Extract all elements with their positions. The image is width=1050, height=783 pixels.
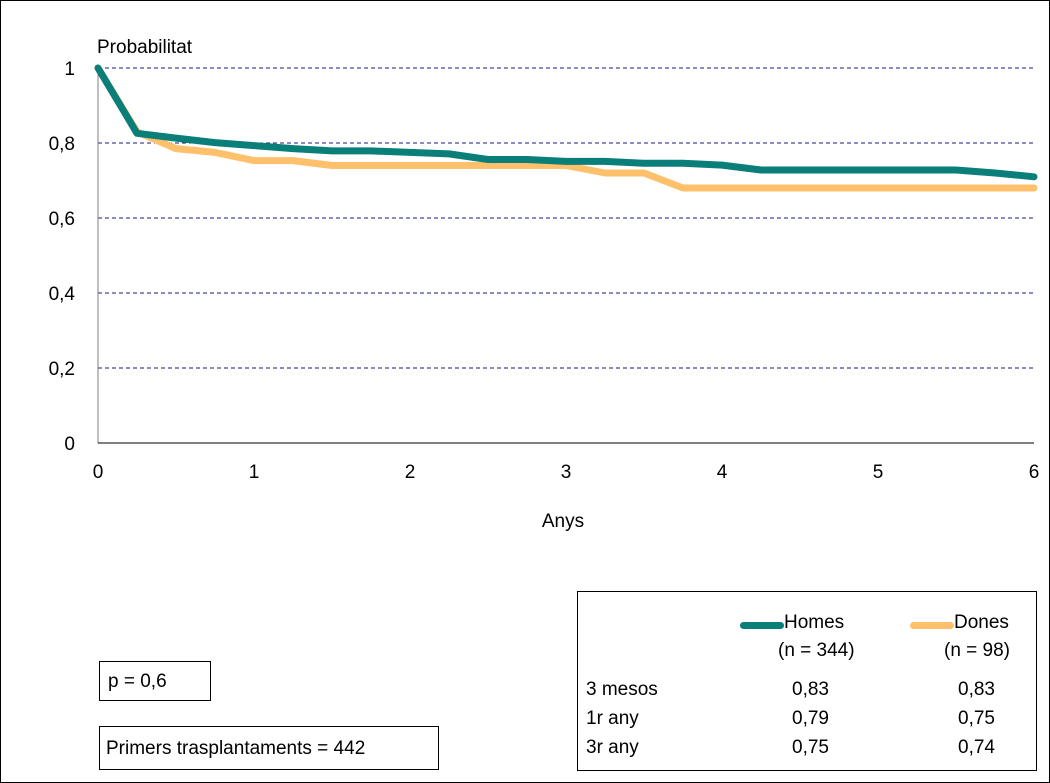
primers-trasplantaments-box: Primers trasplantaments = 442 xyxy=(99,726,439,770)
series-layer xyxy=(94,64,1038,192)
y-tick-label: 0,8 xyxy=(49,134,75,155)
tick-labels: 0 0,2 0,4 0,6 0,8 1 0 1 2 3 4 5 6 xyxy=(49,59,1040,483)
dones-swatch xyxy=(910,622,954,629)
x-tick-label: 4 xyxy=(717,462,728,483)
grid-lines xyxy=(98,67,1034,369)
x-tick-label: 0 xyxy=(93,462,104,483)
axes xyxy=(97,68,1034,444)
row-1r-any-homes: 0,79 xyxy=(792,708,829,729)
x-tick-label: 3 xyxy=(561,462,572,483)
row-label-3-mesos: 3 mesos xyxy=(586,679,658,700)
dones-legend-label: Dones xyxy=(954,612,1009,633)
x-tick-label: 6 xyxy=(1029,462,1040,483)
row-1r-any-dones: 0,75 xyxy=(958,708,995,729)
homes-swatch xyxy=(740,622,784,629)
row-label-3r-any: 3r any xyxy=(586,737,639,758)
y-tick-label: 0,6 xyxy=(49,209,75,230)
row-3r-any-dones: 0,74 xyxy=(958,737,995,758)
x-tick-label: 5 xyxy=(873,462,884,483)
y-tick-label: 0,2 xyxy=(49,359,75,380)
x-tick-label: 1 xyxy=(249,462,260,483)
x-tick-label: 2 xyxy=(405,462,416,483)
series-line-homes xyxy=(94,64,1038,181)
row-3-mesos-dones: 0,83 xyxy=(958,679,995,700)
row-3-mesos-homes: 0,83 xyxy=(792,679,829,700)
y-tick-label: 0 xyxy=(64,434,75,455)
y-tick-label: 1 xyxy=(64,59,75,80)
homes-legend-n: (n = 344) xyxy=(778,640,855,661)
homes-legend-label: Homes xyxy=(784,612,845,633)
p-value-text: p = 0,6 xyxy=(108,671,167,692)
legend-table: Homes (n = 344) Dones (n = 98) 3 mesos 0… xyxy=(577,591,1037,771)
y-tick-label: 0,4 xyxy=(49,284,76,305)
y-axis-title: Probabilitat xyxy=(97,37,193,58)
primers-trasplantaments-text: Primers trasplantaments = 442 xyxy=(106,738,366,759)
row-label-1r-any: 1r any xyxy=(586,708,639,729)
row-3r-any-homes: 0,75 xyxy=(792,737,829,758)
series-line-dones xyxy=(94,64,1038,192)
dones-legend-n: (n = 98) xyxy=(944,640,1011,661)
p-value-box: p = 0,6 xyxy=(99,661,211,701)
x-axis-title: Anys xyxy=(542,511,584,532)
